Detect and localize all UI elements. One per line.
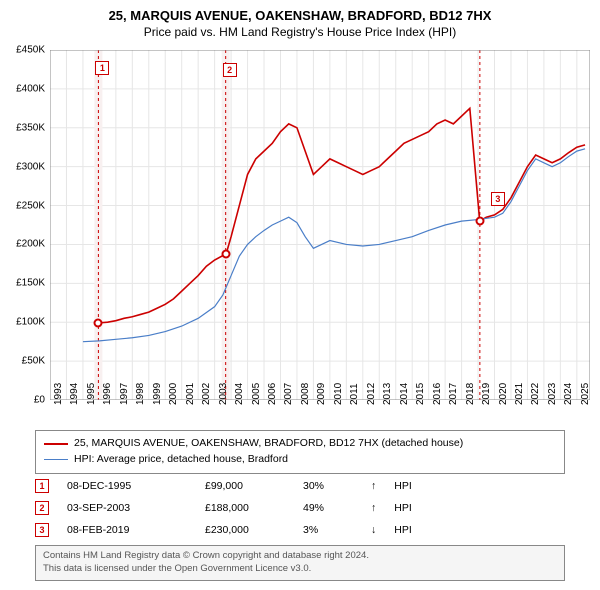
ytick-label: £400K (16, 83, 45, 94)
tx-rel: HPI (394, 480, 412, 492)
transaction-table: 1 08-DEC-1995 £99,000 30% ↑ HPI 2 03-SEP… (35, 475, 412, 541)
xtick-label: 2020 (498, 383, 509, 405)
tx-arrow-icon: ↑ (371, 480, 376, 492)
xtick-label: 2010 (333, 383, 344, 405)
xtick-label: 2021 (514, 383, 525, 405)
tx-price: £99,000 (205, 480, 285, 492)
tx-arrow-icon: ↑ (371, 502, 376, 514)
footer-line1: Contains HM Land Registry data © Crown c… (43, 550, 557, 563)
legend-row-hpi: HPI: Average price, detached house, Brad… (44, 452, 556, 468)
xtick-label: 2004 (234, 383, 245, 405)
legend-row-prop: 25, MARQUIS AVENUE, OAKENSHAW, BRADFORD,… (44, 436, 556, 452)
xtick-label: 2003 (218, 383, 229, 405)
legend-line-hpi (44, 459, 68, 460)
tx-pct: 3% (303, 524, 353, 536)
xtick-label: 2022 (530, 383, 541, 405)
chart-subtitle: Price paid vs. HM Land Registry's House … (0, 23, 600, 45)
tx-marker: 2 (35, 501, 49, 515)
ytick-label: £450K (16, 45, 45, 56)
xtick-label: 2006 (267, 383, 278, 405)
ytick-label: £100K (16, 317, 45, 328)
tx-pct: 49% (303, 502, 353, 514)
tx-marker: 1 (35, 479, 49, 493)
xtick-label: 2016 (432, 383, 443, 405)
chart-svg (50, 50, 590, 400)
chart-area: £0£50K£100K£150K£200K£250K£300K£350K£400… (50, 50, 590, 400)
ytick-label: £350K (16, 122, 45, 133)
xtick-label: 2001 (185, 383, 196, 405)
sale-marker: 1 (95, 61, 109, 75)
xtick-label: 2019 (481, 383, 492, 405)
legend-label-prop: 25, MARQUIS AVENUE, OAKENSHAW, BRADFORD,… (74, 436, 463, 452)
sale-marker: 2 (223, 63, 237, 77)
xtick-label: 1997 (119, 383, 130, 405)
xtick-label: 2011 (349, 383, 360, 405)
transaction-row: 3 08-FEB-2019 £230,000 3% ↓ HPI (35, 519, 412, 541)
tx-rel: HPI (394, 524, 412, 536)
footer-line2: This data is licensed under the Open Gov… (43, 563, 557, 576)
ytick-label: £200K (16, 239, 45, 250)
xtick-label: 2012 (366, 383, 377, 405)
footer: Contains HM Land Registry data © Crown c… (35, 545, 565, 581)
tx-date: 03-SEP-2003 (67, 502, 187, 514)
tx-price: £230,000 (205, 524, 285, 536)
sale-dot (94, 319, 103, 328)
xtick-label: 2018 (465, 383, 476, 405)
legend: 25, MARQUIS AVENUE, OAKENSHAW, BRADFORD,… (35, 430, 565, 474)
xtick-label: 1993 (53, 383, 64, 405)
ytick-label: £300K (16, 161, 45, 172)
chart-title: 25, MARQUIS AVENUE, OAKENSHAW, BRADFORD,… (0, 0, 600, 23)
xtick-label: 2014 (399, 383, 410, 405)
xtick-label: 1995 (86, 383, 97, 405)
ytick-label: £150K (16, 278, 45, 289)
ytick-label: £50K (22, 356, 45, 367)
xtick-label: 2015 (415, 383, 426, 405)
tx-rel: HPI (394, 502, 412, 514)
sale-dot (221, 249, 230, 258)
tx-date: 08-FEB-2019 (67, 524, 187, 536)
chart-container: 25, MARQUIS AVENUE, OAKENSHAW, BRADFORD,… (0, 0, 600, 590)
tx-pct: 30% (303, 480, 353, 492)
ytick-label: £250K (16, 200, 45, 211)
xtick-label: 2008 (300, 383, 311, 405)
transaction-row: 2 03-SEP-2003 £188,000 49% ↑ HPI (35, 497, 412, 519)
transaction-row: 1 08-DEC-1995 £99,000 30% ↑ HPI (35, 475, 412, 497)
xtick-label: 1999 (152, 383, 163, 405)
xtick-label: 2005 (251, 383, 262, 405)
sale-dot (475, 217, 484, 226)
xtick-label: 2009 (316, 383, 327, 405)
legend-line-prop (44, 443, 68, 445)
xtick-label: 2025 (580, 383, 591, 405)
xtick-label: 1994 (69, 383, 80, 405)
tx-arrow-icon: ↓ (371, 524, 376, 536)
xtick-label: 2013 (382, 383, 393, 405)
xtick-label: 2000 (168, 383, 179, 405)
xtick-label: 1998 (135, 383, 146, 405)
ytick-label: £0 (34, 395, 45, 406)
xtick-label: 2024 (563, 383, 574, 405)
xtick-label: 2023 (547, 383, 558, 405)
xtick-label: 1996 (102, 383, 113, 405)
xtick-label: 2007 (283, 383, 294, 405)
tx-date: 08-DEC-1995 (67, 480, 187, 492)
sale-marker: 3 (491, 192, 505, 206)
xtick-label: 2002 (201, 383, 212, 405)
tx-marker: 3 (35, 523, 49, 537)
legend-label-hpi: HPI: Average price, detached house, Brad… (74, 452, 288, 468)
tx-price: £188,000 (205, 502, 285, 514)
xtick-label: 2017 (448, 383, 459, 405)
